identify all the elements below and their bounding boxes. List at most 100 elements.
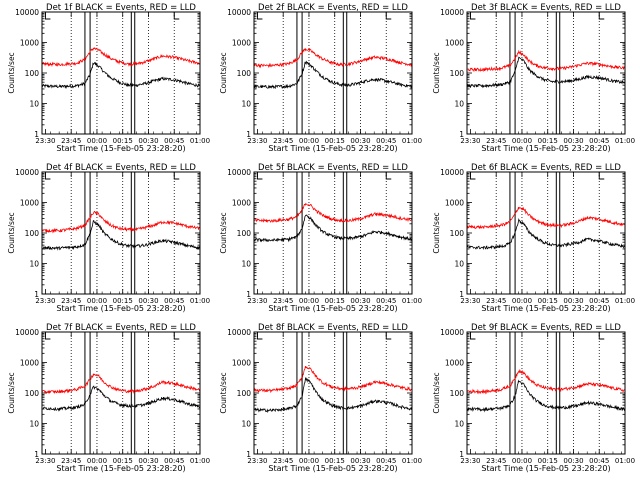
x-tick-label: 00:45: [589, 137, 609, 145]
x-tick-label: 01:00: [402, 457, 422, 465]
panel-8: Det 8f BLACK = Events, RED = LLD 1 10 100 10…: [219, 323, 422, 473]
bracket-marker: [385, 172, 392, 180]
x-tick-label: 00:30: [138, 457, 158, 465]
marker-lines: [469, 332, 605, 454]
y-axis-label: Counts/sec: [7, 52, 16, 93]
series-lld-line: [254, 202, 412, 223]
x-tick-label: 01:00: [402, 297, 422, 305]
y-tick-label: 1: [459, 450, 464, 459]
y-tick-label: 10000: [15, 328, 39, 337]
panel-title: Det 7f BLACK = Events, RED = LLD: [46, 323, 196, 333]
x-tick-label: 00:00: [299, 457, 319, 465]
x-tick-label: 00:15: [538, 297, 558, 305]
series-lld-line: [254, 47, 412, 69]
x-tick-label: 23:45: [61, 457, 81, 465]
x-tick-label: 00:00: [87, 137, 107, 145]
y-tick-label: 1: [246, 130, 251, 139]
y-axis-label: Counts/sec: [432, 212, 441, 253]
series-lld-line: [467, 206, 625, 230]
panel-5: Det 5f BLACK = Events, RED = LLD 1 10 100 10…: [219, 163, 422, 313]
marker-lines: [469, 172, 605, 294]
panel-title: Det 9f BLACK = Events, RED = LLD: [471, 323, 621, 333]
x-tick-label: 00:30: [350, 297, 370, 305]
series-events-line: [467, 217, 625, 251]
y-tick-label: 10000: [440, 8, 464, 17]
series-events-line: [42, 220, 200, 251]
y-tick-label: 10: [241, 100, 251, 109]
panel-title: Det 4f BLACK = Events, RED = LLD: [46, 163, 196, 173]
panel-title: Det 6f BLACK = Events, RED = LLD: [471, 163, 621, 173]
x-tick-label: 00:15: [113, 137, 133, 145]
series-events-line: [254, 60, 412, 90]
y-tick-label: 10: [241, 260, 251, 269]
plot-frame: [253, 171, 413, 295]
x-tick-label: 00:30: [563, 457, 583, 465]
panel-7: Det 7f BLACK = Events, RED = LLD 1 10 100 10…: [7, 323, 210, 473]
x-tick-label: 23:45: [273, 137, 293, 145]
x-tick-label: 23:30: [460, 457, 480, 465]
y-axis-label: Counts/sec: [219, 372, 228, 413]
y-tick-label: 100: [450, 69, 465, 78]
x-tick-label: 00:00: [299, 137, 319, 145]
y-tick-label: 10: [241, 420, 251, 429]
y-tick-label: 100: [237, 69, 252, 78]
x-tick-label: 00:15: [113, 457, 133, 465]
marker-lines: [44, 12, 180, 134]
x-tick-label: 23:30: [35, 457, 55, 465]
y-tick-label: 100: [237, 389, 252, 398]
x-tick-label: 00:30: [563, 297, 583, 305]
x-axis-label: Start Time (15-Feb-05 23:28:20): [268, 144, 397, 153]
x-tick-label: 23:30: [35, 297, 55, 305]
y-tick-label: 10: [454, 100, 464, 109]
series-group: [254, 47, 412, 90]
series-lld-line: [467, 49, 625, 73]
x-tick-label: 01:00: [190, 457, 210, 465]
bracket-marker: [598, 12, 605, 20]
x-tick-label: 00:30: [350, 137, 370, 145]
x-tick-label: 00:15: [325, 137, 345, 145]
panel-title: Det 5f BLACK = Events, RED = LLD: [258, 163, 408, 173]
plot-frame: [466, 11, 626, 135]
x-tick-label: 23:45: [61, 137, 81, 145]
series-events-line: [467, 56, 625, 89]
y-axis-label: Counts/sec: [219, 212, 228, 253]
y-axis-label: Counts/sec: [432, 372, 441, 413]
x-tick-label: 00:45: [164, 297, 184, 305]
y-tick-label: 10: [29, 260, 39, 269]
x-axis-label: Start Time (15-Feb-05 23:28:20): [481, 464, 610, 473]
x-tick-label: 23:30: [460, 137, 480, 145]
x-tick-label: 00:00: [87, 297, 107, 305]
y-tick-label: 10: [29, 420, 39, 429]
x-tick-label: 00:45: [164, 137, 184, 145]
y-tick-label: 1000: [445, 359, 464, 368]
x-tick-label: 00:45: [164, 457, 184, 465]
x-tick-label: 01:00: [615, 457, 635, 465]
x-tick-label: 00:00: [512, 457, 532, 465]
panel-3: Det 3f BLACK = Events, RED = LLD 1 10 100 10…: [432, 3, 635, 153]
x-tick-label: 00:15: [113, 297, 133, 305]
bracket-marker: [173, 332, 180, 340]
y-tick-label: 1000: [232, 199, 251, 208]
x-tick-label: 00:45: [589, 297, 609, 305]
bracket-marker: [173, 12, 180, 20]
marker-lines: [44, 332, 180, 454]
y-tick-label: 1000: [445, 39, 464, 48]
bracket-marker: [469, 172, 476, 180]
y-axis-label: Counts/sec: [219, 52, 228, 93]
series-lld-line: [254, 365, 412, 394]
y-tick-label: 1: [246, 290, 251, 299]
series-group: [467, 206, 625, 251]
y-tick-label: 1000: [445, 199, 464, 208]
plot-frame: [41, 11, 201, 135]
panel-4: Det 4f BLACK = Events, RED = LLD 1 10 100 10…: [7, 163, 210, 313]
bracket-marker: [598, 332, 605, 340]
y-tick-label: 10000: [440, 328, 464, 337]
y-axis-label: Counts/sec: [7, 372, 16, 413]
x-axis-label: Start Time (15-Feb-05 23:28:20): [56, 304, 185, 313]
series-lld-line: [42, 210, 200, 234]
y-tick-label: 1000: [232, 39, 251, 48]
panel-title: Det 3f BLACK = Events, RED = LLD: [471, 3, 621, 13]
x-tick-label: 00:00: [299, 297, 319, 305]
y-tick-label: 10000: [440, 168, 464, 177]
